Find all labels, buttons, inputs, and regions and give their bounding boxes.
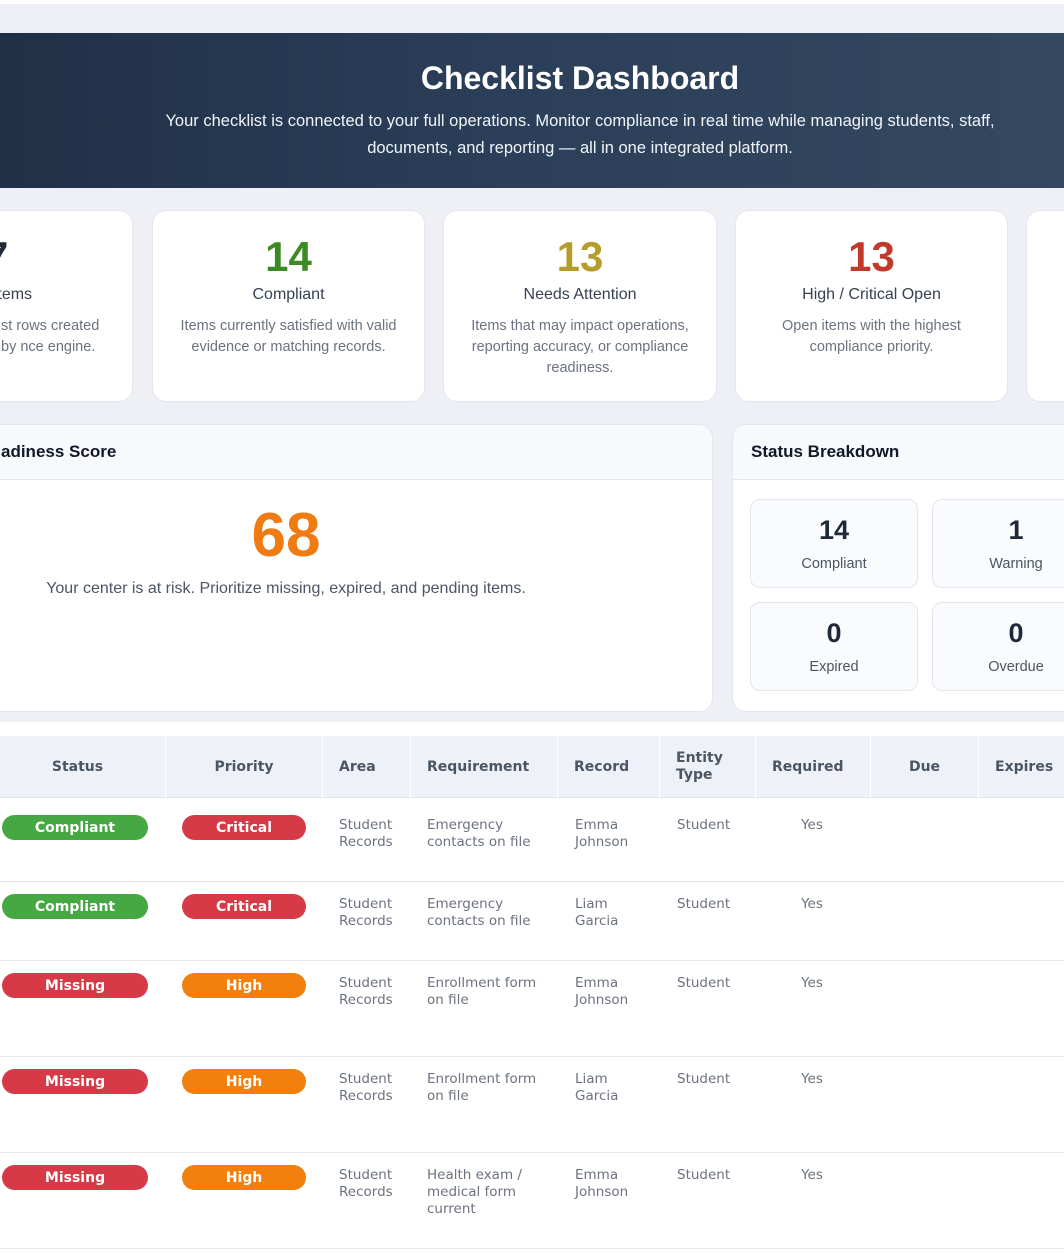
breakdown-value: 0 [826,618,842,648]
cell-requirement: Emergency contacts on file [427,896,531,929]
page-title: Checklist Dashboard [420,60,740,96]
breakdown-value: 1 [1008,515,1024,545]
cell-area: Student Records [339,896,393,929]
cell-entity-type: Student [677,896,731,912]
table-row[interactable]: Compliant Critical Student Records Emergenc… [0,803,1064,882]
breakdown-label: Warning [989,556,1043,572]
cell-requirement: Enrollment form on file [427,975,537,1008]
stat-desc: Items currently satisfied with valid evi… [180,318,397,355]
cell-entity-type: Student [677,975,731,991]
column-header-requirement[interactable]: Requirement [411,736,558,798]
breakdown-value: 0 [1008,618,1024,648]
stat-card-needs-attention: 13 Needs Attention Items that may impact… [443,210,717,402]
table-row[interactable]: Missing High Student Records Enrollment for… [0,1057,1064,1153]
cell-entity-type: Student [677,817,731,833]
cell-record: Emma Johnson [575,1167,629,1200]
stat-card-high-critical: 13 High / Critical Open Open items with … [735,210,1008,402]
table-row[interactable]: Missing High Student Records Health exam / … [0,1153,1064,1249]
priority-badge: Critical [182,894,306,919]
cell-requirement: Emergency contacts on file [427,817,531,850]
readiness-panel: adiness Score [0,424,713,712]
status-badge: Compliant [2,894,148,919]
cell-record: Liam Garcia [575,1071,619,1104]
stat-label: Needs Attention [523,286,637,303]
status-breakdown-title: Status Breakdown [751,442,900,461]
stat-card-compliant: 14 Compliant Items currently satisfied w… [152,210,425,402]
column-header-due[interactable]: Due [871,736,979,798]
stat-label: klist Items [0,286,33,303]
stat-desc: st rows created by nce engine. [1,318,100,355]
status-badge: Missing [2,1069,148,1094]
cell-required: Yes [801,975,823,991]
column-header-area[interactable]: Area [323,736,411,798]
cell-required: Yes [801,1167,823,1183]
stat-value: 7 [0,233,132,281]
readiness-title: adiness Score [1,442,117,461]
priority-badge: High [182,1069,306,1094]
readiness-score: 68 [251,501,321,570]
priority-badge: Critical [182,815,306,840]
readiness-message: Your center is at risk. Prioritize missi… [46,580,526,597]
stat-card-checklist-items: 7 klist Items st rows created by nce eng… [0,210,133,402]
stat-value: 13 [556,233,604,280]
column-header-required[interactable]: Required [756,736,871,798]
breakdown-compliant: 14 Compliant [750,499,918,588]
breakdown-expired: 0 Expired [750,602,918,691]
stat-value: 14 [265,233,312,280]
cell-requirement: Enrollment form on file [427,1071,537,1104]
cell-area: Student Records [339,975,393,1008]
breakdown-warning: 1 Warning [932,499,1064,588]
cell-required: Yes [801,817,823,833]
status-badge: Compliant [2,815,148,840]
stat-desc: Items that may impact operations, report… [471,318,689,376]
hero-banner [0,33,1064,188]
stat-value: 13 [848,233,895,280]
top-strip [0,0,1064,17]
cell-requirement: Health exam / medical form current [427,1167,522,1217]
page-subtitle: Your checklist is connected to your full… [165,112,995,157]
breakdown-label: Overdue [988,659,1044,675]
cell-entity-type: Student [677,1167,731,1183]
cell-record: Emma Johnson [575,975,629,1008]
status-badge: Missing [2,1165,148,1190]
column-header-status[interactable]: Status [0,736,166,798]
column-header-entity-type[interactable]: Entity Type [660,736,756,798]
checklist-table: Status Priority Area Requirement Record … [0,722,1064,1259]
table-header: Status Priority Area Requirement Record … [0,736,1064,798]
cell-area: Student Records [339,817,393,850]
column-header-record[interactable]: Record [558,736,660,798]
stat-card-offscreen [1026,210,1064,402]
breakdown-label: Expired [809,659,859,675]
cell-area: Student Records [339,1167,393,1200]
cell-record: Liam Garcia [575,896,619,929]
breakdown-value: 14 [818,515,850,545]
cell-entity-type: Student [677,1071,731,1087]
cell-required: Yes [801,896,823,912]
stat-label: High / Critical Open [802,286,941,303]
status-badge: Missing [2,973,148,998]
table-row[interactable]: Missing High Student Records Enrollment for… [0,961,1064,1057]
stat-label: Compliant [252,286,325,303]
cell-required: Yes [801,1071,823,1087]
cell-area: Student Records [339,1071,393,1104]
breakdown-label: Compliant [801,556,867,572]
table-row[interactable]: Compliant Critical Student Records Emergenc… [0,882,1064,961]
breakdown-overdue: 0 Overdue [932,602,1064,691]
priority-badge: High [182,1165,306,1190]
stat-desc: Open items with the highest compliance p… [782,318,961,355]
column-header-expires[interactable]: Expires [979,736,1064,798]
cell-record: Emma Johnson [575,817,629,850]
column-header-priority[interactable]: Priority [166,736,323,798]
priority-badge: High [182,973,306,998]
